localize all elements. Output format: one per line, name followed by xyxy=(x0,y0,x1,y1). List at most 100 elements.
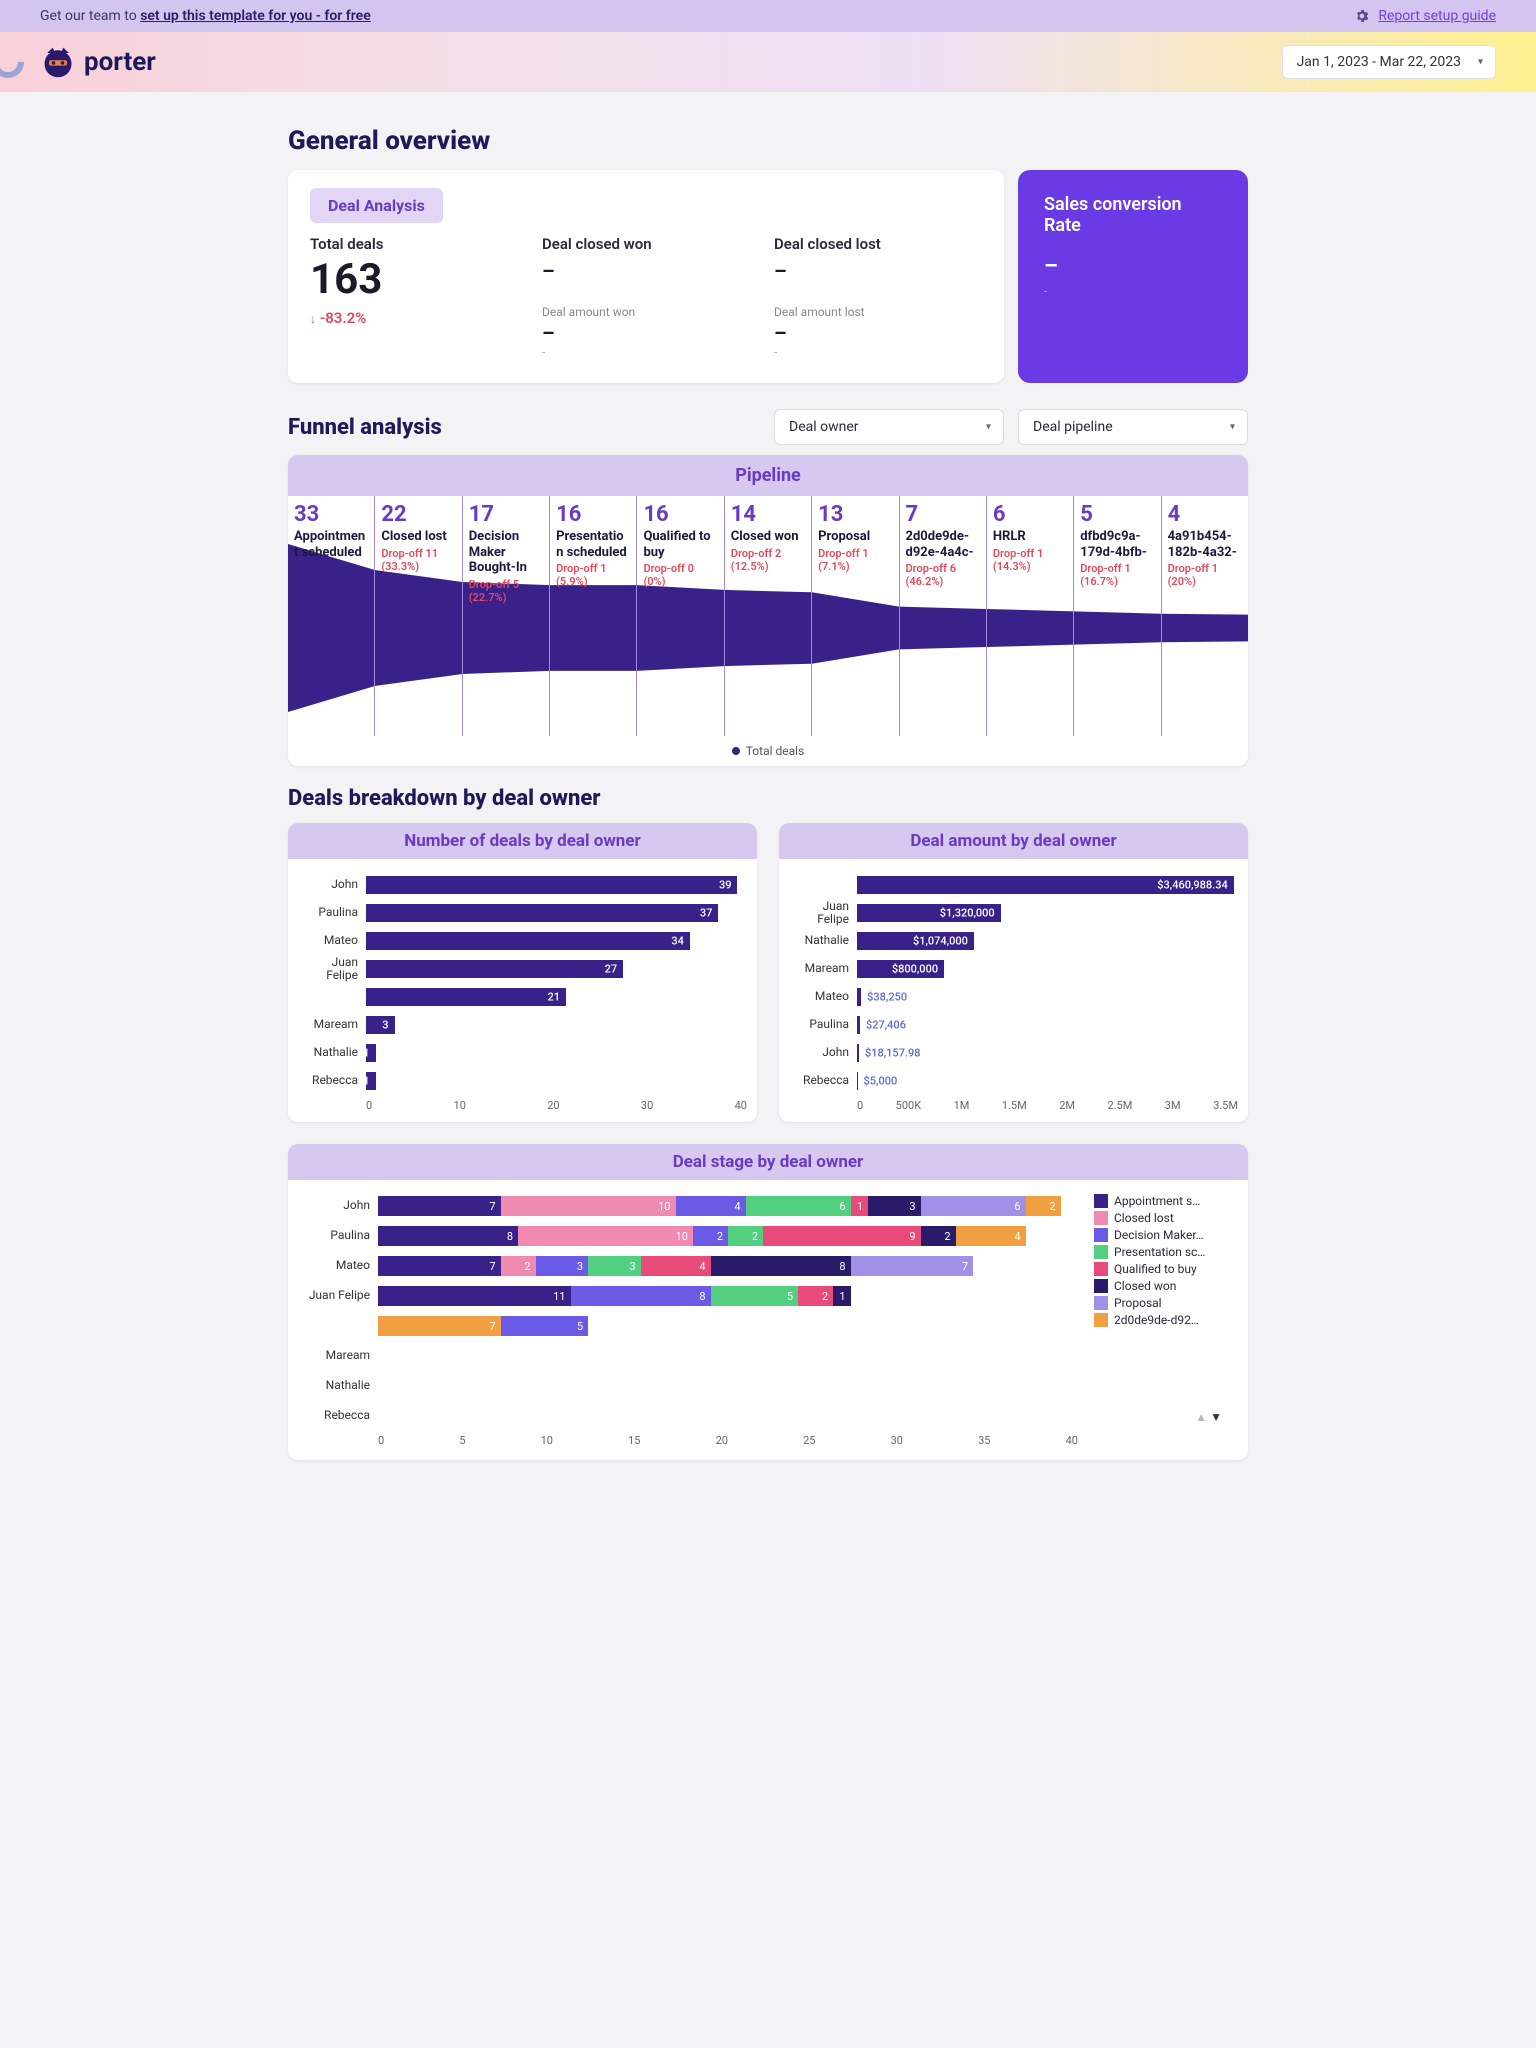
stacked-segment: 1 xyxy=(851,1196,869,1216)
bar-row: John39 xyxy=(298,873,747,897)
stacked-segment: 4 xyxy=(676,1196,746,1216)
x-axis: 0510152025303540 xyxy=(378,1434,1078,1447)
stacked-segment: 11 xyxy=(378,1286,571,1306)
bar-row: 21 xyxy=(298,985,747,1009)
amount-lost-label: Deal amount lost xyxy=(774,305,982,319)
bar-value: $800,000 xyxy=(892,963,938,976)
closed-lost-value: – xyxy=(774,259,982,283)
total-deals-label: Total deals xyxy=(310,235,518,253)
bar-label: Nathalie xyxy=(298,1046,366,1059)
funnel-stage-name: Appointment scheduled xyxy=(294,529,368,560)
funnel-dropoff: Drop-off 1 (5.9%) xyxy=(556,562,630,588)
amount-chart: Deal amount by deal owner $3,460,988.34J… xyxy=(779,823,1248,1122)
funnel-count: 6 xyxy=(993,502,1067,527)
stacked-row: Juan Felipe118521 xyxy=(298,1284,1078,1308)
stacked-label: Nathalie xyxy=(298,1379,378,1392)
setup-template-link[interactable]: set up this template for you - for free xyxy=(140,8,371,24)
bar-label: Maream xyxy=(298,1018,366,1031)
bar-fill: $800,000 xyxy=(857,960,944,978)
stacked-segment: 5 xyxy=(711,1286,799,1306)
bar-row: Mateo$38,250 xyxy=(789,985,1238,1009)
bar-value: 27 xyxy=(605,963,618,976)
funnel-stage: 33Appointment scheduled xyxy=(288,496,375,736)
section-breakdown-title: Deals breakdown by deal owner xyxy=(288,786,1248,811)
deal-pipeline-dropdown[interactable]: Deal pipeline xyxy=(1018,409,1248,445)
funnel-stage-name: 4a91b454-182b-4a32- xyxy=(1168,529,1242,560)
header: porter Jan 1, 2023 - Mar 22, 2023 xyxy=(0,32,1536,92)
stage-title: Deal stage by deal owner xyxy=(288,1144,1248,1180)
bar-label: Maream xyxy=(789,962,857,975)
bar-value: 1 xyxy=(363,1047,369,1060)
bar-fill: $1,320,000 xyxy=(857,904,1001,922)
legend-item: Proposal xyxy=(1094,1296,1234,1310)
stacked-segment: 2 xyxy=(921,1226,956,1246)
gear-icon xyxy=(1354,8,1370,24)
bar-fill xyxy=(857,1072,858,1090)
funnel-stage-name: Closed lost xyxy=(381,529,455,545)
x-axis: 0500K1M1.5M2M2.5M3M3.5M xyxy=(857,1099,1238,1112)
funnel-stage-name: 2d0de9de-d92e-4a4c- xyxy=(906,529,980,560)
funnel-stage: 16Presentation scheduledDrop-off 1 (5.9%… xyxy=(550,496,637,736)
stacked-label: John xyxy=(298,1199,378,1212)
porter-logo-icon xyxy=(40,44,76,80)
bar-fill: 27 xyxy=(366,960,623,978)
bar-label: Paulina xyxy=(298,906,366,919)
bar-value: $5,000 xyxy=(864,1075,898,1088)
funnel-count: 7 xyxy=(906,502,980,527)
stacked-segment: 2 xyxy=(1026,1196,1061,1216)
funnel-count: 4 xyxy=(1168,502,1242,527)
bar-value: 21 xyxy=(548,991,561,1004)
stacked-segment: 2 xyxy=(501,1256,536,1276)
bar-fill: 1 xyxy=(366,1044,376,1062)
setup-prefix: Get our team to xyxy=(40,8,140,24)
funnel-dropoff: Drop-off 6 (46.2%) xyxy=(906,562,980,588)
deal-owner-dropdown[interactable]: Deal owner xyxy=(774,409,1004,445)
funnel-count: 14 xyxy=(731,502,805,527)
stacked-segment: 3 xyxy=(588,1256,641,1276)
funnel-stage-name: Qualified to buy xyxy=(643,529,717,560)
total-deals-value: 163 xyxy=(310,259,518,301)
amount-won-value: – xyxy=(542,321,750,345)
report-setup-guide-link[interactable]: Report setup guide xyxy=(1378,8,1496,24)
funnel-stage: 72d0de9de-d92e-4a4c-Drop-off 6 (46.2%) xyxy=(900,496,987,736)
stacked-row: Paulina81022924 xyxy=(298,1224,1078,1248)
bar-fill: 1 xyxy=(366,1072,376,1090)
num-deals-chart: Number of deals by deal owner John39Paul… xyxy=(288,823,757,1122)
stacked-segment: 8 xyxy=(711,1256,851,1276)
stage-chart: Deal stage by deal owner John710461362Pa… xyxy=(288,1144,1248,1460)
closed-won-value: – xyxy=(542,259,750,283)
conversion-rate-title: Sales conversion Rate xyxy=(1044,194,1222,236)
bar-fill: 37 xyxy=(366,904,718,922)
legend-pager[interactable]: ▲ ▼ xyxy=(1195,1410,1222,1424)
funnel-count: 33 xyxy=(294,502,368,527)
stacked-segment: 4 xyxy=(956,1226,1026,1246)
stacked-segment: 1 xyxy=(833,1286,851,1306)
pipeline-card: Pipeline 33Appointment scheduled22Closed… xyxy=(288,455,1248,766)
stage-legend: Appointment s…Closed lostDecision Maker…… xyxy=(1094,1194,1234,1330)
date-range-picker[interactable]: Jan 1, 2023 - Mar 22, 2023 xyxy=(1282,45,1496,79)
legend-item: Qualified to buy xyxy=(1094,1262,1234,1276)
stacked-segment: 9 xyxy=(763,1226,921,1246)
stacked-segment: 7 xyxy=(851,1256,974,1276)
stacked-segment: 2 xyxy=(798,1286,833,1306)
bar-label: Juan Felipe xyxy=(789,900,857,926)
funnel-count: 16 xyxy=(643,502,717,527)
stacked-segment: 5 xyxy=(501,1316,589,1336)
deal-analysis-badge: Deal Analysis xyxy=(310,188,443,223)
bar-fill: 3 xyxy=(366,1016,395,1034)
bar-fill xyxy=(857,988,861,1006)
stacked-label: Maream xyxy=(298,1349,378,1362)
legend-item: Closed won xyxy=(1094,1279,1234,1293)
legend-item: Decision Maker… xyxy=(1094,1228,1234,1242)
bar-value: 1 xyxy=(363,1075,369,1088)
stacked-row: John710461362 xyxy=(298,1194,1078,1218)
funnel-stage-name: Proposal xyxy=(818,529,892,545)
stacked-segment: 7 xyxy=(378,1256,501,1276)
bar-row: Paulina37 xyxy=(298,901,747,925)
funnel-dropoff: Drop-off 1 (20%) xyxy=(1168,562,1242,588)
bar-label: Juan Felipe xyxy=(298,956,366,982)
brand-logo: porter xyxy=(40,44,156,80)
stacked-segment: 10 xyxy=(518,1226,693,1246)
bar-row: Nathalie$1,074,000 xyxy=(789,929,1238,953)
bar-label: Mateo xyxy=(789,990,857,1003)
